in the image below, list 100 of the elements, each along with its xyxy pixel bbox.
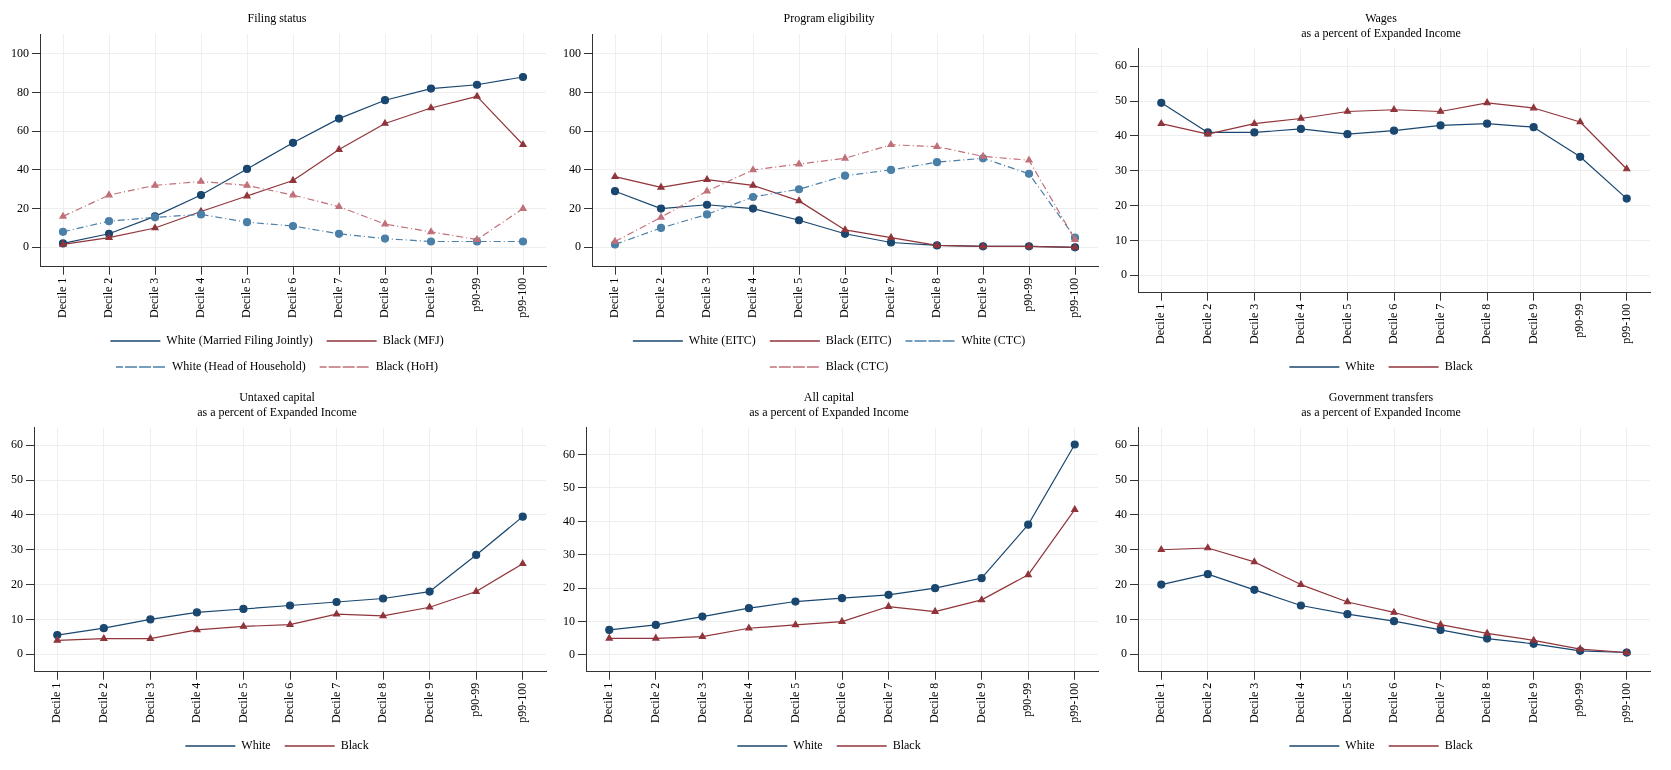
x-tick-label: Decile 9 [423,277,438,318]
x-tick-label: p99-100 [514,682,529,723]
y-tick-label: 40 [563,513,575,528]
legend-label: Black [1444,359,1473,374]
x-tick-label: Decile 7 [328,682,343,723]
x-tick-label: Decile 4 [1293,682,1308,723]
legend-label: Black [340,738,369,753]
x-tick-label: Decile 1 [1153,682,1168,723]
y-tick-label: 0 [569,647,575,662]
chart-title: Wages [1365,11,1398,26]
y-tick-label: 50 [1115,472,1127,487]
x-tick-label: p90-99 [1021,277,1036,312]
y-tick-label: 40 [569,162,581,177]
x-tick-label: Decile 8 [377,277,392,318]
y-tick-label: 40 [1115,128,1127,143]
chart-title: Filing status [247,11,307,26]
x-tick-label: p90-99 [1020,682,1035,717]
x-tick-label: Decile 8 [375,682,390,723]
x-tick-label: Decile 3 [694,682,709,723]
legend-label: White [241,738,271,753]
chart-subtitle: as a percent of Expanded Income [197,404,357,419]
y-tick-label: 60 [1115,58,1127,73]
y-tick-label: 20 [1115,576,1127,591]
x-tick-label: Decile 2 [1199,682,1214,723]
y-tick-label: 0 [17,646,23,661]
x-tick-label: Decile 3 [699,277,714,318]
y-tick-label: 30 [563,546,575,561]
y-tick-label: 60 [569,123,581,138]
y-tick-label: 30 [11,541,23,556]
x-tick-label: Decile 6 [837,277,852,318]
y-tick-label: 0 [1121,267,1127,282]
chart-title: All capital [803,390,855,405]
y-tick-label: 10 [11,611,23,626]
x-tick-label: Decile 3 [147,277,162,318]
x-tick-label: Decile 5 [235,682,250,723]
x-tick-label: p90-99 [469,277,484,312]
x-tick-label: Decile 4 [193,277,208,318]
x-tick-label: Decile 4 [745,277,760,318]
x-tick-label: Decile 2 [101,277,116,318]
x-tick-label: Decile 2 [647,682,662,723]
x-tick-label: Decile 3 [1246,303,1261,344]
x-tick-label: p99-100 [1618,682,1633,723]
y-tick-label: 50 [11,472,23,487]
y-tick-label: 30 [1115,541,1127,556]
x-tick-label: Decile 1 [601,682,616,723]
x-tick-label: Decile 4 [189,682,204,723]
y-tick-label: 40 [17,162,29,177]
x-tick-label: Decile 6 [285,277,300,318]
x-tick-label: Decile 9 [973,682,988,723]
legend-label: Black (HoH) [375,359,438,374]
chart-title: Government transfers [1328,390,1434,405]
x-tick-label: Decile 5 [1339,303,1354,344]
chart-subtitle: as a percent of Expanded Income [1301,404,1461,419]
y-tick-label: 20 [1115,197,1127,212]
y-tick-label: 80 [17,84,29,99]
x-tick-label: Decile 1 [607,277,622,318]
y-tick-label: 50 [1115,93,1127,108]
y-tick-label: 100 [11,45,29,60]
x-tick-label: Decile 5 [1339,682,1354,723]
x-tick-label: p99-100 [1066,682,1081,723]
y-tick-label: 20 [11,576,23,591]
x-tick-label: Decile 8 [1479,682,1494,723]
y-tick-label: 20 [569,200,581,215]
x-tick-label: Decile 3 [142,682,157,723]
y-tick-label: 0 [1121,646,1127,661]
y-tick-label: 0 [575,239,581,254]
x-tick-label: Decile 9 [975,277,990,318]
x-tick-label: p90-99 [468,682,483,717]
legend-label: White [1345,359,1375,374]
x-tick-label: Decile 4 [741,682,756,723]
x-tick-label: p90-99 [1572,682,1587,717]
y-tick-label: 10 [1115,611,1127,626]
y-tick-label: 80 [569,84,581,99]
x-tick-label: Decile 6 [834,682,849,723]
y-tick-label: 10 [563,613,575,628]
y-tick-label: 10 [1115,232,1127,247]
chart-subtitle: as a percent of Expanded Income [749,404,909,419]
x-tick-label: p99-100 [1618,303,1633,344]
chart-title: Program eligibility [783,11,875,26]
x-tick-label: Decile 7 [331,277,346,318]
x-tick-label: Decile 6 [1386,682,1401,723]
y-tick-label: 60 [1115,437,1127,452]
y-tick-label: 60 [11,437,23,452]
x-tick-label: Decile 7 [1432,682,1447,723]
legend-label: White (Head of Household) [172,359,306,374]
x-tick-label: p99-100 [515,277,530,318]
x-tick-label: p99-100 [1067,277,1082,318]
y-tick-label: 40 [11,507,23,522]
legend-label: Black (EITC) [825,333,892,348]
legend-label: Black (CTC) [825,359,889,374]
x-tick-label: Decile 5 [787,682,802,723]
x-tick-label: Decile 9 [1525,303,1540,344]
legend-label: White [793,738,823,753]
legend-label: White (CTC) [961,333,1026,348]
legend-label: White (EITC) [688,333,756,348]
x-tick-label: Decile 1 [1153,303,1168,344]
legend-label: Black (MFJ) [382,333,444,348]
x-tick-label: Decile 8 [1479,303,1494,344]
x-tick-label: Decile 8 [927,682,942,723]
x-tick-label: Decile 4 [1293,303,1308,344]
